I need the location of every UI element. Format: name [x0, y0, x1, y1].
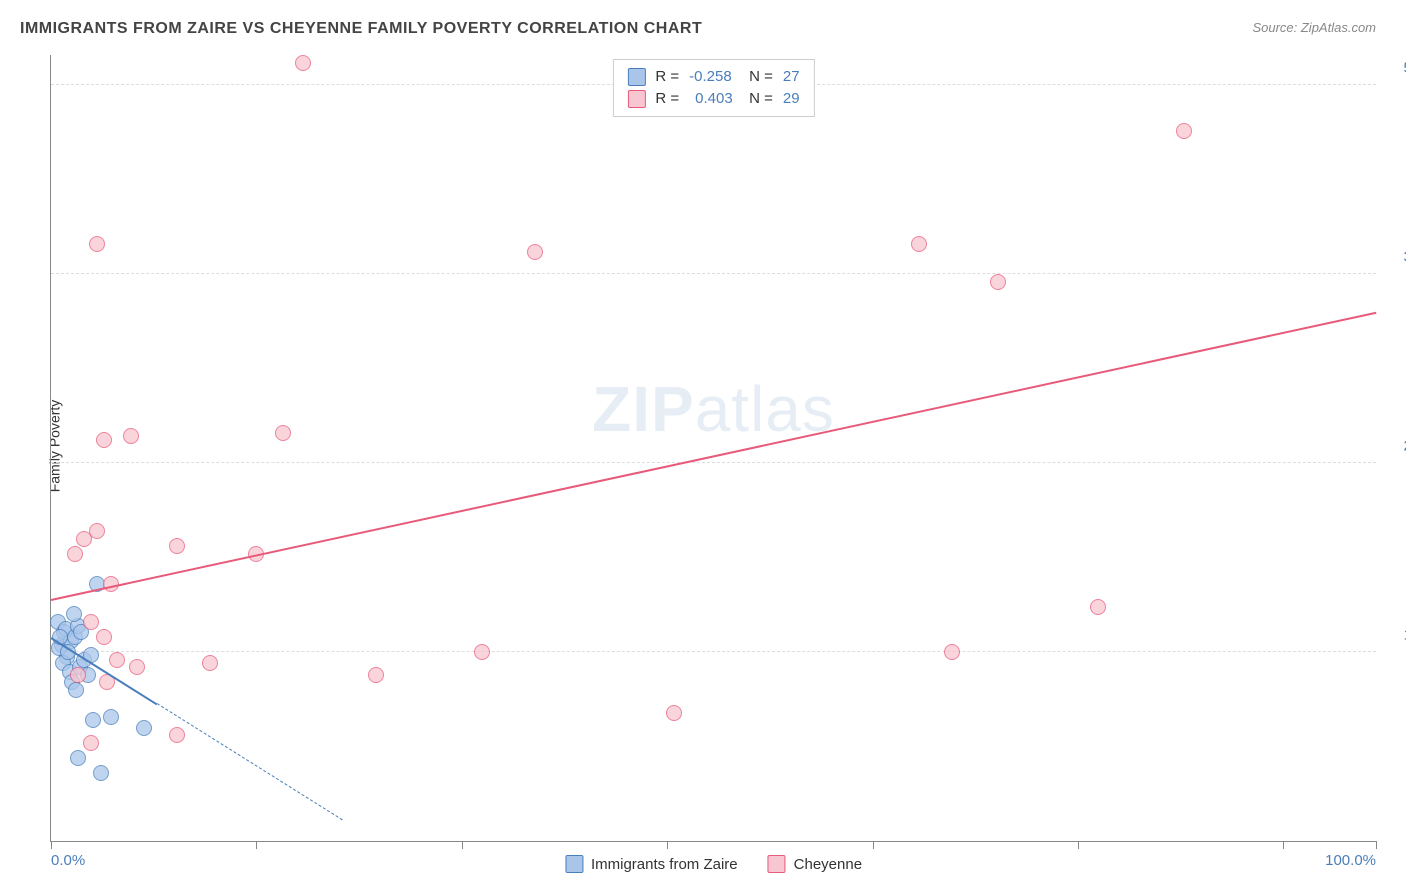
scatter-point-series-1	[169, 538, 185, 554]
legend-correlation-box: R = -0.258 N = 27 R = 0.403 N = 29	[612, 59, 814, 117]
x-tick	[1078, 841, 1079, 849]
trend-line-dashed	[157, 704, 343, 821]
scatter-point-series-1	[83, 614, 99, 630]
scatter-point-series-1	[295, 55, 311, 71]
scatter-point-series-1	[202, 655, 218, 671]
swatch-legend-0	[565, 855, 583, 873]
n-label: N =	[749, 66, 773, 88]
scatter-point-series-1	[944, 644, 960, 660]
gridline	[51, 651, 1376, 652]
scatter-point-series-1	[990, 274, 1006, 290]
x-tick	[667, 841, 668, 849]
watermark: ZIPatlas	[592, 372, 835, 446]
y-tick-label: 25.0%	[1386, 438, 1406, 455]
x-tick	[873, 841, 874, 849]
scatter-point-series-0	[85, 712, 101, 728]
legend-row-series-0: R = -0.258 N = 27	[627, 66, 799, 88]
n-value-1: 29	[783, 88, 800, 110]
chart-title: IMMIGRANTS FROM ZAIRE VS CHEYENNE FAMILY…	[20, 20, 702, 38]
y-tick-label: 50.0%	[1386, 60, 1406, 77]
r-label: R =	[655, 88, 679, 110]
x-tick-label: 0.0%	[51, 852, 85, 869]
swatch-series-1	[627, 90, 645, 108]
plot-area: ZIPatlas R = -0.258 N = 27 R = 0.403 N =…	[50, 55, 1376, 842]
scatter-point-series-1	[368, 667, 384, 683]
legend-bottom: Immigrants from Zaire Cheyenne	[565, 855, 862, 873]
scatter-point-series-1	[89, 523, 105, 539]
x-tick	[51, 841, 52, 849]
n-value-0: 27	[783, 66, 800, 88]
x-tick	[256, 841, 257, 849]
scatter-point-series-1	[83, 735, 99, 751]
scatter-point-series-0	[136, 720, 152, 736]
legend-item-0: Immigrants from Zaire	[565, 855, 738, 873]
gridline	[51, 462, 1376, 463]
scatter-point-series-1	[1176, 123, 1192, 139]
scatter-point-series-1	[70, 667, 86, 683]
gridline	[51, 273, 1376, 274]
scatter-point-series-1	[109, 652, 125, 668]
scatter-point-series-1	[666, 705, 682, 721]
r-label: R =	[655, 66, 679, 88]
scatter-point-series-0	[66, 606, 82, 622]
legend-item-1: Cheyenne	[768, 855, 862, 873]
scatter-point-series-0	[103, 709, 119, 725]
swatch-legend-1	[768, 855, 786, 873]
scatter-point-series-0	[70, 750, 86, 766]
scatter-point-series-1	[474, 644, 490, 660]
trend-line	[51, 312, 1376, 601]
x-tick	[1283, 841, 1284, 849]
scatter-point-series-0	[93, 765, 109, 781]
legend-label-0: Immigrants from Zaire	[591, 856, 738, 873]
scatter-point-series-1	[89, 236, 105, 252]
scatter-point-series-1	[123, 428, 139, 444]
scatter-point-series-0	[68, 682, 84, 698]
y-tick-label: 12.5%	[1386, 627, 1406, 644]
r-value-0: -0.258	[689, 66, 739, 88]
scatter-point-series-1	[1090, 599, 1106, 615]
scatter-point-series-1	[911, 236, 927, 252]
x-tick-label: 100.0%	[1325, 852, 1376, 869]
legend-row-series-1: R = 0.403 N = 29	[627, 88, 799, 110]
x-tick	[1376, 841, 1377, 849]
source-label: Source: ZipAtlas.com	[1252, 20, 1376, 35]
legend-label-1: Cheyenne	[794, 856, 862, 873]
scatter-point-series-1	[527, 244, 543, 260]
scatter-point-series-1	[275, 425, 291, 441]
scatter-point-series-1	[129, 659, 145, 675]
scatter-point-series-1	[96, 432, 112, 448]
scatter-point-series-1	[67, 546, 83, 562]
r-value-1: 0.403	[689, 88, 739, 110]
scatter-point-series-1	[169, 727, 185, 743]
x-tick	[462, 841, 463, 849]
scatter-point-series-1	[96, 629, 112, 645]
n-label: N =	[749, 88, 773, 110]
swatch-series-0	[627, 68, 645, 86]
y-tick-label: 37.5%	[1386, 249, 1406, 266]
